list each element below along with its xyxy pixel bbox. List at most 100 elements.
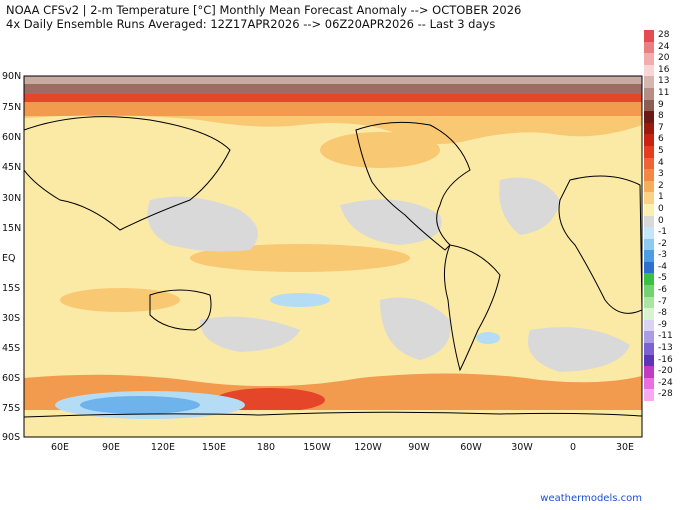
legend-swatch <box>644 296 654 309</box>
legend-label: 9 <box>658 99 664 110</box>
legend-label: -4 <box>658 261 667 272</box>
legend-label: 28 <box>658 30 670 40</box>
lon-label-150w: 150W <box>303 442 331 453</box>
antarctica-outline <box>24 411 642 418</box>
legend-swatch <box>644 111 654 123</box>
lat-label-60s: 60S <box>2 373 21 384</box>
legend-swatch <box>644 53 654 65</box>
legend-label: -7 <box>658 296 667 307</box>
legend-entry: 2 <box>644 180 680 193</box>
legend-entry: -3 <box>644 250 680 262</box>
legend-swatch <box>644 64 654 77</box>
legend-label: -13 <box>658 343 673 354</box>
legend-swatch <box>644 169 654 181</box>
north-atlantic-neutral <box>499 177 560 235</box>
legend-entry: -9 <box>644 319 680 332</box>
legend-swatch <box>644 99 654 112</box>
legend-swatch <box>644 261 654 274</box>
legend-label: 16 <box>658 64 670 75</box>
arctic-pale-band <box>24 76 642 84</box>
south-america-outline <box>444 244 501 372</box>
lon-label-60w: 60W <box>460 442 482 453</box>
legend-swatch <box>644 377 654 390</box>
legend-label: 20 <box>658 53 670 64</box>
legend-swatch <box>644 145 654 158</box>
legend-swatch <box>644 180 654 193</box>
lat-label-30s: 30S <box>2 313 21 324</box>
legend-label: 0 <box>658 203 664 214</box>
legend-entry: -4 <box>644 261 680 274</box>
west-pacific-neutral <box>147 196 258 252</box>
legend-entry: -8 <box>644 308 680 320</box>
legend-entry: -2 <box>644 238 680 251</box>
title-line-1: NOAA CFSv2 | 2-m Temperature [°C] Monthl… <box>6 3 522 17</box>
lon-label-150e: 150E <box>201 442 227 453</box>
legend-entry: 13 <box>644 76 680 88</box>
legend-swatch <box>644 319 654 332</box>
map-frame <box>23 75 643 438</box>
south-atlantic-neutral <box>528 327 630 372</box>
south-american-cool <box>476 332 500 344</box>
legend-label: -11 <box>658 331 673 342</box>
legend-entry: 16 <box>644 64 680 77</box>
legend-label: 8 <box>658 111 664 122</box>
legend-label: 1 <box>658 192 664 203</box>
legend-label: -1 <box>658 227 667 238</box>
legend-entry: 8 <box>644 111 680 123</box>
legend-swatch <box>644 192 654 204</box>
legend-swatch <box>644 250 654 262</box>
legend-swatch <box>644 30 654 42</box>
legend-entry: 7 <box>644 122 680 135</box>
lon-label-120e: 120E <box>150 442 176 453</box>
legend-swatch <box>644 134 654 146</box>
legend-entry: -11 <box>644 331 680 344</box>
anomaly-field <box>24 76 642 437</box>
legend-label: -20 <box>658 366 673 377</box>
legend-label: -2 <box>658 238 667 249</box>
legend-label: 7 <box>658 122 664 133</box>
northern-warm-patch <box>24 115 642 144</box>
lat-label-30n: 30N <box>2 193 22 204</box>
legend-entry: 6 <box>644 134 680 146</box>
lon-label-0: 0 <box>569 442 577 453</box>
legend-entry: -20 <box>644 366 680 378</box>
north-america-warm <box>320 132 440 168</box>
tropical-pacific-cool <box>270 293 330 307</box>
lat-label-15s: 15S <box>2 283 21 294</box>
legend-swatch <box>644 76 654 88</box>
legend-label: 5 <box>658 145 664 156</box>
title-line-2: 4x Daily Ensemble Runs Averaged: 12Z17AP… <box>6 17 496 31</box>
legend-label: 13 <box>658 76 670 87</box>
legend-entry: -28 <box>644 389 680 401</box>
legend-entry: -6 <box>644 285 680 297</box>
lat-label-90n: 90N <box>2 71 22 82</box>
legend-label: -3 <box>658 250 667 261</box>
australia-outline <box>149 289 212 331</box>
legend-swatch <box>644 331 654 344</box>
lat-label-45s: 45S <box>2 343 21 354</box>
legend-swatch <box>644 215 654 228</box>
legend-swatch <box>644 308 654 320</box>
legend-label: 0 <box>658 215 664 226</box>
legend-label: 24 <box>658 41 670 52</box>
asia-outline <box>24 116 231 231</box>
lat-label-90s: 90S <box>2 432 21 443</box>
legend-swatch <box>644 157 654 170</box>
lat-label-45n: 45N <box>2 162 22 173</box>
north-america-outline <box>355 121 471 251</box>
lon-label-180: 180 <box>256 442 276 453</box>
south-pacific-neutral <box>200 316 300 352</box>
legend-entry: 28 <box>644 30 680 42</box>
legend-swatch <box>644 343 654 355</box>
southeast-pacific-neutral <box>380 297 451 360</box>
lon-label-90e: 90E <box>101 442 121 453</box>
legend-label: 2 <box>658 180 664 191</box>
lat-label-15n: 15N <box>2 223 22 234</box>
equatorial-pacific-warm <box>190 244 410 272</box>
credit-link[interactable]: weathermodels.com <box>540 493 642 504</box>
legend-label: -5 <box>658 273 667 284</box>
legend-label: 6 <box>658 134 664 145</box>
legend-entry: -24 <box>644 377 680 390</box>
legend-entry: 9 <box>644 99 680 112</box>
